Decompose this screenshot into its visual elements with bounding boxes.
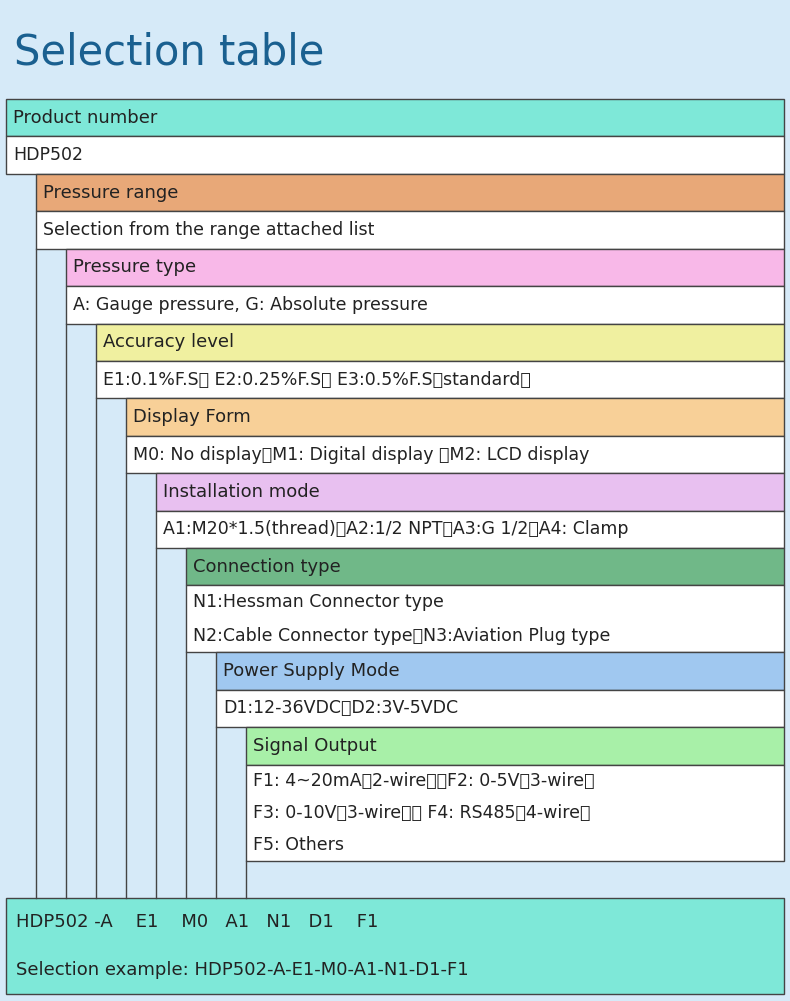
Text: Installation mode: Installation mode	[163, 482, 320, 500]
Bar	[36, 174, 784, 211]
Text: Signal Output: Signal Output	[253, 737, 377, 755]
Bar	[96, 323, 784, 361]
Text: F1: 4~20mA（2-wire）、F2: 0-5V（3-wire）: F1: 4~20mA（2-wire）、F2: 0-5V（3-wire）	[253, 772, 595, 790]
Bar	[216, 690, 784, 727]
Bar	[6, 99, 784, 136]
Bar	[96, 361, 784, 398]
Bar	[246, 765, 784, 861]
Text: Connection type: Connection type	[193, 558, 340, 576]
Bar	[246, 727, 784, 765]
Text: D1:12-36VDC、D2:3V-5VDC: D1:12-36VDC、D2:3V-5VDC	[223, 700, 458, 718]
Bar	[6, 6, 784, 99]
Text: HDP502: HDP502	[13, 146, 83, 164]
Text: F5: Others: F5: Others	[253, 836, 344, 854]
Text: Display Form: Display Form	[133, 408, 250, 426]
Text: F3: 0-10V（3-wire）、 F4: RS485（4-wire）: F3: 0-10V（3-wire）、 F4: RS485（4-wire）	[253, 804, 590, 822]
Text: Selection table: Selection table	[14, 31, 325, 73]
Bar	[126, 435, 784, 473]
Text: HDP502 -A    E1    M0   A1   N1   D1    F1: HDP502 -A E1 M0 A1 N1 D1 F1	[16, 913, 378, 931]
Bar	[66, 286, 784, 323]
Bar	[186, 549, 784, 586]
Bar	[6, 136, 784, 174]
Text: Power Supply Mode: Power Supply Mode	[223, 662, 400, 680]
Bar	[6, 898, 784, 994]
Text: N2:Cable Connector type、N3:Aviation Plug type: N2:Cable Connector type、N3:Aviation Plug…	[193, 627, 611, 645]
Bar	[156, 511, 784, 549]
Text: E1:0.1%F.S、 E2:0.25%F.S、 E3:0.5%F.S（standard）: E1:0.1%F.S、 E2:0.25%F.S、 E3:0.5%F.S（stan…	[103, 370, 531, 388]
Bar	[156, 473, 784, 511]
Text: A1:M20*1.5(thread)、A2:1/2 NPT、A3:G 1/2、A4: Clamp: A1:M20*1.5(thread)、A2:1/2 NPT、A3:G 1/2、A…	[163, 521, 629, 539]
Bar	[216, 653, 784, 690]
Text: Selection example: HDP502-A-E1-M0-A1-N1-D1-F1: Selection example: HDP502-A-E1-M0-A1-N1-…	[16, 961, 468, 979]
Text: N1:Hessman Connector type: N1:Hessman Connector type	[193, 594, 444, 612]
Text: A: Gauge pressure, G: Absolute pressure: A: Gauge pressure, G: Absolute pressure	[73, 296, 428, 314]
Bar	[66, 248, 784, 286]
Text: Pressure type: Pressure type	[73, 258, 196, 276]
Bar	[186, 586, 784, 653]
Text: Accuracy level: Accuracy level	[103, 333, 234, 351]
Text: M0: No display、M1: Digital display 、M2: LCD display: M0: No display、M1: Digital display 、M2: …	[133, 445, 589, 463]
Text: Product number: Product number	[13, 109, 157, 127]
Bar	[126, 398, 784, 435]
Text: Selection from the range attached list: Selection from the range attached list	[43, 221, 374, 239]
Bar	[36, 211, 784, 248]
Text: Pressure range: Pressure range	[43, 183, 179, 201]
